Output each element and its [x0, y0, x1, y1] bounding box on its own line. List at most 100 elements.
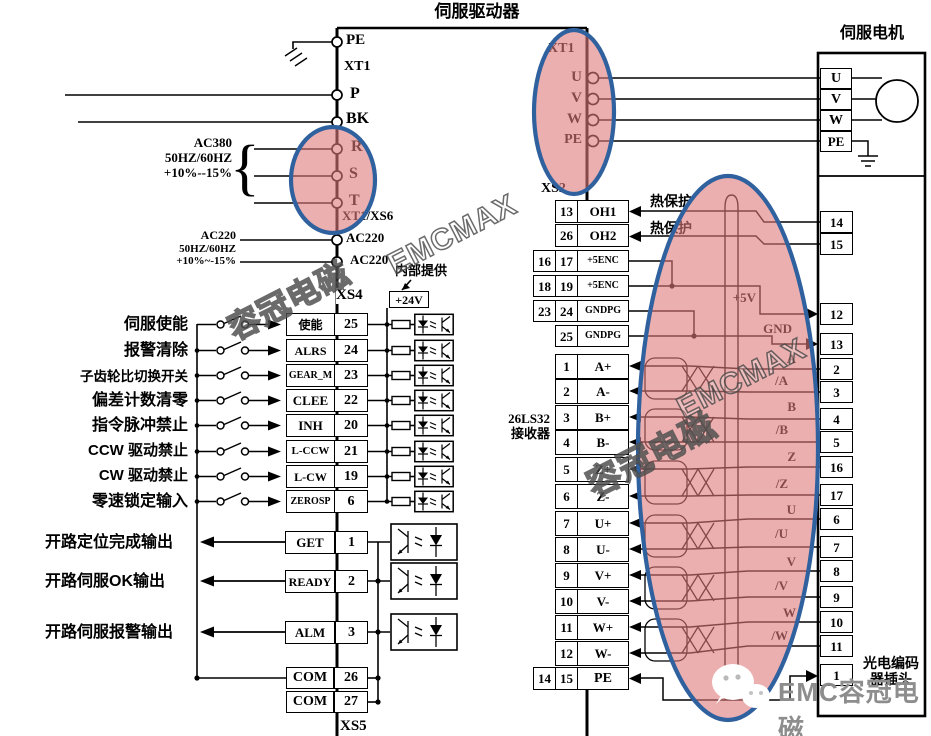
- xs2-pin: 10: [555, 589, 578, 614]
- xs2-sig: A+: [577, 354, 629, 379]
- wire-label-nw: /W: [771, 628, 788, 643]
- terminal-s-label: S: [349, 165, 358, 182]
- xs2-sig: V+: [577, 563, 629, 588]
- xs4-pin-3: 3: [335, 621, 368, 644]
- xs2-pin: 26: [555, 224, 578, 247]
- xs2-pin: 7: [555, 511, 578, 536]
- xs4-sig-zerosp: ZEROSP: [286, 490, 335, 513]
- xt1-pe-label: PE: [564, 132, 582, 147]
- xs2-pin: 3: [555, 405, 578, 430]
- ac220-line1: AC220: [200, 228, 236, 242]
- encoder-pin: 10: [820, 611, 853, 633]
- xt1-w-label: W: [567, 111, 582, 127]
- xs4-sig-lcw: L-CW: [286, 465, 335, 488]
- input-desc-pulse-inhibit: 指令脉冲禁止: [91, 417, 188, 434]
- xs2-sig: OH2: [577, 224, 629, 247]
- xs2-pin-left: 23: [533, 300, 556, 322]
- xs4-sig-lccw: L-CCW: [286, 440, 335, 463]
- xs4-pin-1: 1: [335, 531, 368, 554]
- xs2-sig: OH1: [577, 200, 629, 223]
- wire-label-5v: +5V: [732, 290, 756, 305]
- xs2-pin: 6: [555, 484, 578, 509]
- ac220-terminal-b: AC220: [350, 252, 389, 267]
- thermal-protect-label-2: 热保护: [650, 220, 692, 236]
- xs2-sig: V-: [577, 589, 629, 614]
- xs2-label: XS2: [541, 181, 566, 196]
- driver-rails: [335, 26, 589, 736]
- xs4-pin-22: 22: [334, 389, 368, 412]
- xs2-pin: 2: [555, 379, 578, 404]
- encoder-pin: 1: [820, 664, 853, 686]
- xs2-sig: Z-: [577, 484, 629, 509]
- xs2-pin: 9: [555, 563, 578, 588]
- xs2-pin-left: 14: [533, 667, 556, 690]
- terminal-r-label: R: [351, 138, 363, 155]
- motor-title: 伺服电机: [839, 25, 904, 42]
- wechat-icon: [712, 664, 770, 711]
- internal-supply-note: 内部提供: [395, 263, 448, 278]
- ac380-brace: {: [230, 134, 260, 202]
- ac380-note: AC380 50HZ/60HZ +10%--15%: [138, 135, 232, 181]
- xs4-pin-20: 20: [334, 414, 368, 437]
- xs4-sig-clee: CLEE: [286, 389, 335, 412]
- input-desc-zero-clamp: 零速锁定输入: [91, 493, 188, 510]
- encoder-pin: 9: [820, 586, 853, 608]
- ac220-line2: 50HZ/60HZ: [179, 242, 236, 255]
- xt1-motor-wires: [598, 77, 820, 142]
- ac380-line1: AC380: [193, 135, 232, 150]
- xs4-sig-get: GET: [285, 531, 335, 554]
- brand-text: EMC容冠电磁: [778, 677, 920, 736]
- xs4-pin-6: 6: [334, 490, 368, 513]
- diagram-title: 伺服驱动器: [434, 2, 520, 21]
- wire-label-nb: /B: [775, 422, 788, 437]
- xs4-output-wires: [197, 523, 458, 703]
- xs4-pin-23: 23: [334, 364, 368, 387]
- xs4-sig-alm: ALM: [285, 621, 335, 644]
- motor-terminal-w: W: [820, 110, 852, 131]
- xs2-sig: +5ENC: [577, 275, 629, 297]
- xs5-label: XS5: [340, 718, 367, 735]
- motor-terminal-v: V: [820, 89, 852, 110]
- output-desc-servo-alarm: 开路伺服报警输出: [45, 624, 174, 641]
- xs2-pin: 24: [555, 300, 578, 322]
- xs2-sig: B+: [577, 405, 629, 430]
- xs4-label: XS4: [336, 287, 363, 304]
- xs4-sig-enable: 使能: [286, 313, 335, 336]
- terminal-pe-label: PE: [346, 32, 366, 48]
- xs4-sig-com26: COM: [286, 667, 334, 689]
- encoder-pin: 6: [820, 508, 853, 530]
- encoder-pin: 13: [820, 333, 853, 355]
- encoder-pin: 4: [820, 408, 853, 430]
- encoder-pin: 3: [820, 381, 853, 403]
- terminal-bk-label: BK: [346, 110, 370, 127]
- ac220-terminal-a: AC220: [346, 230, 385, 245]
- xs2-sig: GNDPG: [577, 300, 629, 322]
- output-desc-position-done: 开路定位完成输出: [45, 534, 174, 551]
- xs2-sig: B-: [577, 430, 629, 455]
- encoder-pin: 16: [820, 456, 853, 478]
- wire-label-v: V: [786, 554, 796, 569]
- encoder-pin: 14: [820, 211, 853, 233]
- ac380-line3: +10%--15%: [163, 164, 232, 180]
- xs4-sig-gearm: GEAR_M: [286, 364, 335, 387]
- xs2-sig: +5ENC: [577, 250, 629, 272]
- input-desc-deviation-clear: 偏差计数清零: [91, 392, 188, 409]
- xt1-label: XT1: [344, 59, 371, 74]
- encoder-pin: 12: [820, 303, 853, 325]
- xt1-xs6-label: XT1/XS6: [342, 208, 394, 223]
- xs2-sig-pe: PE: [577, 667, 629, 690]
- xs2-pin: 8: [555, 537, 578, 562]
- xs2-pin-left: 18: [533, 275, 556, 297]
- xt1-u-label: U: [571, 69, 582, 85]
- xs2-sig: GNDPG: [577, 325, 629, 347]
- input-desc-servo-enable: 伺服使能: [123, 316, 188, 333]
- xs2-pin: 11: [555, 615, 578, 640]
- encoder-pin: 5: [820, 431, 853, 453]
- encoder-pin: 11: [820, 635, 853, 657]
- xs2-pin: 17: [555, 250, 578, 272]
- xs4-sig-inh: INH: [286, 414, 335, 437]
- receiver-label: 26LS32 接收器: [486, 411, 550, 442]
- xs2-pin: 12: [555, 641, 578, 666]
- input-desc-gear-switch: 子齿轮比切换开关: [80, 369, 188, 384]
- xs4-pin-26: 26: [334, 667, 368, 689]
